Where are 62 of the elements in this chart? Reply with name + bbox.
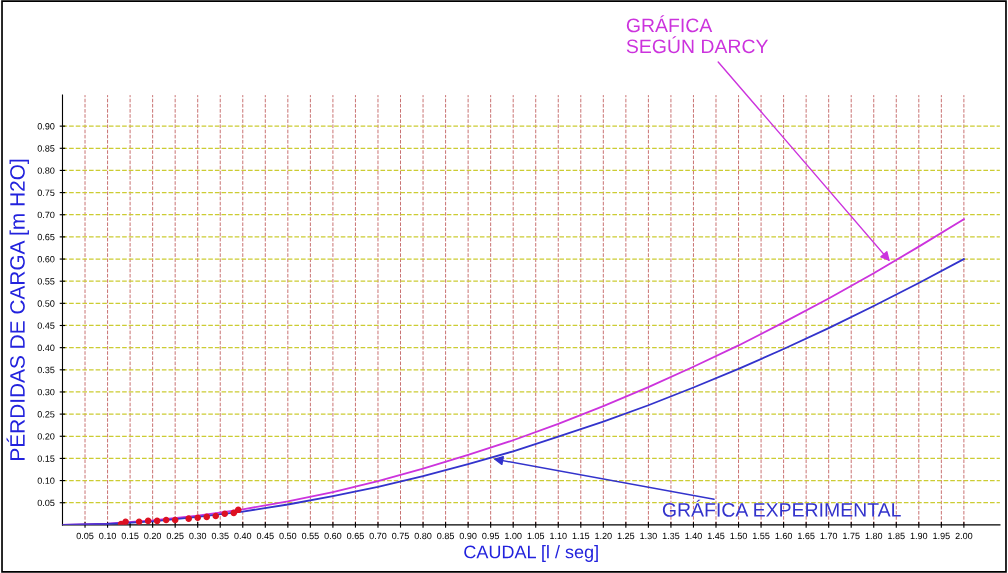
x-tick-label: 0.65 [347, 532, 364, 540]
x-tick-label: 1.75 [843, 532, 860, 540]
x-tick-label: 1.45 [707, 532, 725, 540]
y-tick-label: 0.60 [37, 256, 55, 263]
x-axis-title: CAUDAL [l / seg] [464, 545, 598, 562]
x-tick-label: 1.25 [617, 532, 635, 540]
x-tick-label: 0.25 [166, 532, 184, 540]
x-tick-label: 0.50 [279, 532, 297, 540]
y-tick-label: 0.45 [37, 322, 55, 329]
annotation: GRÁFICA EXPERIMENTAL [662, 499, 901, 517]
x-tick-label: 0.85 [437, 532, 454, 540]
y-axis-title: PÉRDIDAS DE CARGA [m H2O] [6, 159, 29, 460]
x-tick-label: 0.20 [144, 532, 162, 540]
y-tick-label: 0.30 [37, 388, 55, 396]
y-tick-label: 0.20 [37, 433, 55, 440]
x-tick-label: 1.55 [752, 532, 770, 540]
x-tick-label: 0.15 [121, 532, 139, 540]
x-tick-label: 1.05 [527, 532, 545, 540]
y-tick-label: 0.15 [37, 455, 55, 462]
x-tick-label: 0.10 [99, 532, 116, 540]
y-tick-label: 0.70 [37, 211, 55, 219]
x-tick-label: 0.45 [256, 532, 274, 540]
y-tick-label: 0.50 [37, 300, 55, 307]
x-tick-label: 1.35 [662, 532, 680, 540]
x-tick-label: 2.00 [955, 532, 973, 540]
x-tick-label: 1.30 [640, 532, 657, 540]
y-tick-label: 0.80 [37, 167, 55, 174]
x-tick-label: 1.70 [820, 532, 838, 540]
x-tick-label: 0.80 [414, 532, 432, 540]
x-tick-label: 0.95 [482, 532, 500, 540]
x-tick-label: 0.60 [324, 532, 342, 540]
y-tick-label: 0.55 [37, 278, 55, 285]
x-tick-label: 0.05 [76, 532, 94, 540]
y-tick-label: 0.35 [37, 366, 55, 374]
x-tick-label: 1.00 [505, 532, 522, 540]
y-tick-label: 0.75 [37, 189, 55, 196]
x-tick-label: 0.70 [369, 532, 387, 540]
x-tick-label: 1.10 [550, 532, 567, 540]
x-tick-label: 0.30 [189, 532, 207, 540]
x-tick-label: 0.40 [234, 532, 252, 540]
y-tick-label: 0.10 [37, 477, 55, 484]
x-tick-label: 0.55 [301, 532, 319, 540]
x-tick-label: 0.35 [211, 532, 229, 540]
x-tick-label: 1.90 [910, 532, 928, 540]
annotation: GRÁFICA SEGÚN DARCY [626, 15, 769, 54]
y-tick-label: 0.90 [37, 123, 55, 130]
x-tick-label: 1.65 [798, 532, 815, 540]
y-tick-label: 0.85 [37, 145, 55, 152]
x-tick-label: 1.60 [775, 532, 793, 540]
x-tick-label: 0.75 [392, 532, 409, 540]
y-tick-label: 0.40 [37, 344, 55, 352]
x-tick-label: 0.90 [459, 532, 477, 540]
x-tick-label: 1.85 [888, 532, 905, 540]
x-tick-label: 1.40 [685, 532, 702, 540]
y-tick-label: 0.25 [37, 411, 55, 418]
x-tick-label: 1.15 [572, 532, 590, 540]
x-tick-label: 1.20 [595, 532, 612, 540]
x-tick-label: 1.80 [865, 532, 883, 540]
x-tick-label: 1.50 [730, 532, 747, 540]
y-tick-label: 0.65 [37, 233, 55, 241]
x-tick-label: 1.95 [933, 532, 950, 540]
y-tick-label: 0.05 [37, 499, 55, 507]
